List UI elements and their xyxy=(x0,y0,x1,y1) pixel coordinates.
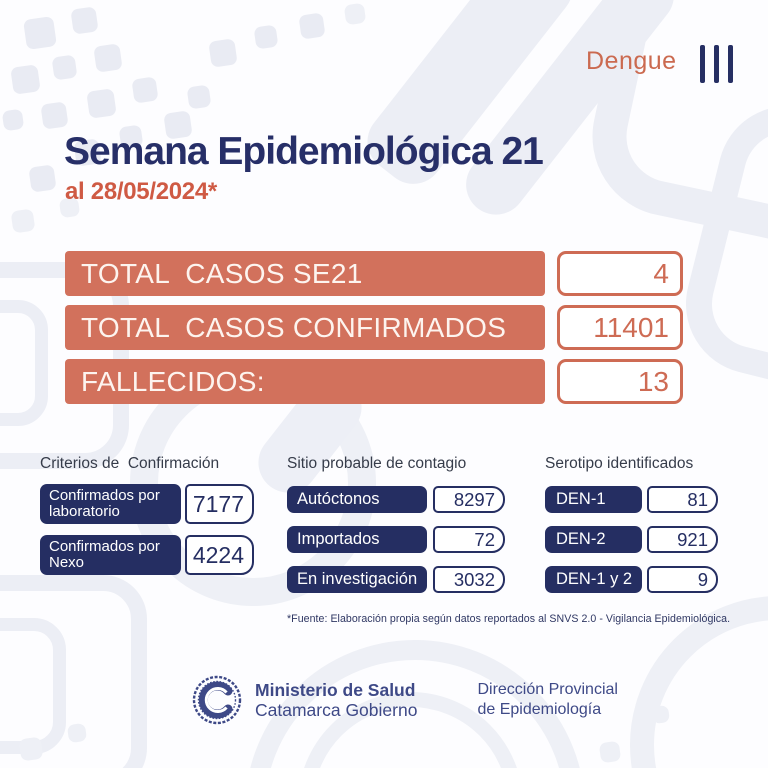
data-row: DEN-1 81 xyxy=(545,486,718,513)
row-label-box: DEN-2 xyxy=(545,526,642,553)
footer: Ministerio de Salud Catamarca Gobierno D… xyxy=(191,674,618,726)
data-row: Confirmados por laboratorio 7177 xyxy=(40,484,254,524)
summary-row-total-se21: TOTAL CASOS SE21 4 xyxy=(65,251,683,296)
summary-value-box: 4 xyxy=(557,251,683,296)
row-value-box: 7177 xyxy=(185,484,254,524)
row-label-box: En investigación xyxy=(287,566,427,593)
ministry-line1: Ministerio de Salud xyxy=(255,679,416,700)
section-title: Criterios de Confirmación xyxy=(40,455,220,472)
row-label-box: Autóctonos xyxy=(287,486,427,513)
section-serotipos: Serotipo identificados DEN-1 81 DEN-2 92… xyxy=(545,455,718,593)
ministerio-salud-logo-icon xyxy=(192,675,242,725)
row-label-box: DEN-1 y 2 xyxy=(545,566,642,593)
three-vertical-bars-icon xyxy=(700,45,733,83)
row-value-box: 9 xyxy=(647,566,718,593)
summary-label: TOTAL CASOS CONFIRMADOS xyxy=(81,311,507,343)
summary-bar: TOTAL CASOS SE21 xyxy=(65,251,545,296)
summary-value: 4 xyxy=(653,257,669,289)
data-row: Importados 72 xyxy=(287,526,505,553)
section-title: Serotipo identificados xyxy=(545,455,694,472)
summary-value: 13 xyxy=(637,365,669,397)
data-row: En investigación 3032 xyxy=(287,566,505,593)
row-value-box: 4224 xyxy=(185,535,254,575)
row-value-box: 3032 xyxy=(433,566,505,593)
section-criterios-confirmacion: Criterios de Confirmación Confirmados po… xyxy=(40,455,254,575)
row-value-box: 72 xyxy=(433,526,505,553)
department-line2: de Epidemiología xyxy=(477,701,602,718)
summary-value: 11401 xyxy=(593,311,669,343)
row-label-box: Confirmados por laboratorio xyxy=(40,484,181,524)
summary-row-fallecidos: FALLECIDOS: 13 xyxy=(65,359,683,404)
data-row: Confirmados por Nexo 4224 xyxy=(40,535,254,575)
section-title: Sitio probable de contagio xyxy=(287,455,467,472)
data-row: DEN-1 y 2 9 xyxy=(545,566,718,593)
report-date: al 28/05/2024* xyxy=(65,178,217,205)
summary-bar: FALLECIDOS: xyxy=(65,359,545,404)
ministry-line2: Catamarca Gobierno xyxy=(255,700,418,720)
row-label-box: DEN-1 xyxy=(545,486,642,513)
data-row: DEN-2 921 xyxy=(545,526,718,553)
summary-row-total-confirmados: TOTAL CASOS CONFIRMADOS 11401 xyxy=(65,305,683,350)
page-title: Semana Epidemiológica 21 xyxy=(64,130,544,173)
ministry-name: Ministerio de Salud Catamarca Gobierno xyxy=(255,680,417,720)
summary-bar: TOTAL CASOS CONFIRMADOS xyxy=(65,305,545,350)
summary-label: FALLECIDOS: xyxy=(81,365,265,397)
section-sitio-contagio: Sitio probable de contagio Autóctonos 82… xyxy=(287,455,505,593)
row-label-box: Confirmados por Nexo xyxy=(40,535,181,575)
department-name: Dirección Provincial de Epidemiología xyxy=(477,680,618,719)
row-label-box: Importados xyxy=(287,526,427,553)
summary-label: TOTAL CASOS SE21 xyxy=(81,257,363,289)
source-footnote: *Fuente: Elaboración propia según datos … xyxy=(287,613,731,625)
summary-value-box: 13 xyxy=(557,359,683,404)
department-line1: Dirección Provincial xyxy=(477,681,618,699)
summary-value-box: 11401 xyxy=(557,305,683,350)
row-value-box: 81 xyxy=(647,486,718,513)
row-value-box: 921 xyxy=(647,526,718,553)
data-row: Autóctonos 8297 xyxy=(287,486,505,513)
brand-dengue-label: Dengue xyxy=(586,47,677,75)
row-value-box: 8297 xyxy=(433,486,505,513)
